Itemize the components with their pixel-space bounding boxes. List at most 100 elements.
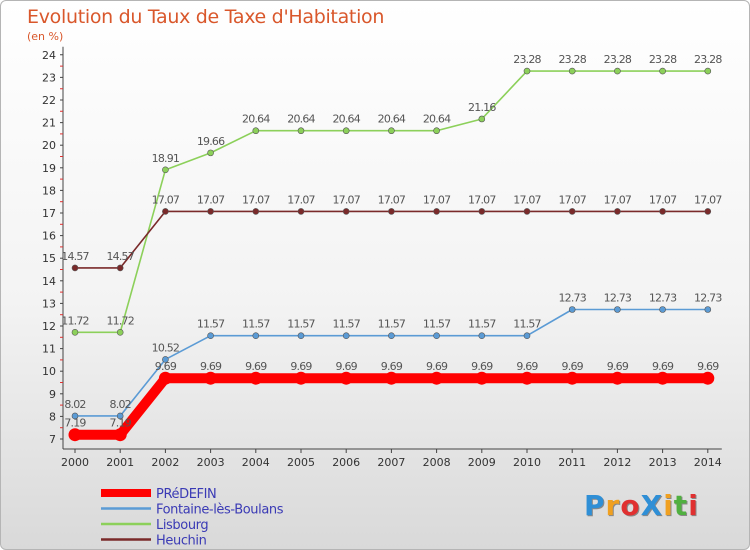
x-tick-label: 2002	[151, 456, 179, 469]
data-point	[433, 332, 440, 340]
data-label: 9.69	[652, 360, 674, 373]
data-label: 11.57	[242, 318, 270, 331]
data-label: 9.69	[607, 360, 629, 373]
data-label: 11.57	[423, 318, 451, 331]
data-point	[297, 127, 305, 135]
data-label: 23.28	[649, 53, 677, 66]
data-point	[704, 208, 712, 215]
data-point	[71, 264, 79, 272]
data-point	[252, 127, 260, 135]
data-point	[162, 208, 169, 215]
data-label: 9.69	[336, 360, 358, 373]
data-label: 20.64	[242, 113, 270, 126]
data-label: 23.28	[694, 53, 722, 66]
data-point	[252, 332, 260, 340]
data-point	[568, 208, 576, 215]
data-label: 17.07	[468, 193, 496, 206]
data-point	[656, 371, 670, 385]
data-point	[71, 329, 79, 336]
y-tick-label: 15	[42, 252, 56, 265]
data-label: 17.07	[513, 193, 541, 206]
data-point	[523, 332, 531, 340]
y-tick-label: 13	[42, 297, 56, 310]
legend-entry: Heuchin	[156, 534, 207, 549]
y-tick-label: 21	[42, 117, 56, 130]
data-point	[207, 208, 214, 215]
data-label: 17.07	[423, 193, 451, 206]
data-point	[116, 329, 124, 336]
x-tick-label: 2008	[423, 456, 451, 469]
data-label: 11.57	[468, 318, 496, 331]
data-point	[523, 208, 531, 215]
data-point	[162, 166, 169, 174]
x-tick-label: 2014	[694, 456, 722, 469]
data-label: 17.07	[287, 193, 315, 206]
data-point	[342, 332, 350, 340]
data-label: 11.72	[61, 314, 89, 327]
x-tick-label: 2007	[377, 456, 405, 469]
data-label: 9.69	[516, 360, 538, 373]
data-point	[701, 371, 715, 385]
x-tick-label: 2006	[332, 456, 360, 469]
data-label: 17.07	[197, 193, 225, 206]
data-label: 9.69	[290, 360, 312, 373]
y-tick-label: 12	[42, 320, 56, 333]
data-point	[430, 371, 444, 385]
proxiti-logo: ProXiti	[584, 489, 699, 522]
data-point	[614, 306, 621, 313]
data-point	[520, 371, 534, 385]
logo-letter: P	[584, 489, 606, 522]
data-point	[478, 208, 486, 215]
y-tick-label: 24	[42, 49, 56, 62]
data-label: 23.28	[558, 53, 586, 66]
data-label: 12.73	[649, 292, 677, 305]
data-label: 9.69	[381, 360, 403, 373]
y-tick-label: 18	[42, 184, 56, 197]
series-line	[74, 210, 709, 269]
data-label: 11.57	[513, 318, 541, 331]
x-tick-label: 2003	[197, 456, 225, 469]
x-tick-label: 2009	[468, 456, 496, 469]
data-point	[565, 371, 579, 385]
data-point	[704, 306, 712, 313]
data-label: 8.02	[64, 398, 85, 411]
data-label: 17.07	[558, 193, 586, 206]
data-point	[113, 428, 127, 442]
y-tick-label: 22	[42, 94, 56, 107]
data-point	[568, 67, 576, 75]
data-point	[249, 371, 263, 385]
y-tick-label: 11	[42, 343, 56, 356]
data-point	[342, 127, 350, 135]
data-point	[116, 412, 124, 420]
data-label: 11.57	[197, 318, 225, 331]
data-label: 23.28	[513, 53, 541, 66]
data-label: 11.57	[332, 318, 360, 331]
data-label: 9.69	[471, 360, 493, 373]
y-tick-label: 19	[42, 162, 56, 175]
data-label: 7.19	[64, 417, 86, 430]
data-point	[339, 371, 353, 385]
x-tick-label: 2000	[61, 456, 89, 469]
data-label: 11.57	[287, 318, 315, 331]
data-point	[252, 208, 260, 215]
y-tick-label: 8	[49, 410, 56, 423]
y-tick-label: 23	[42, 71, 56, 84]
y-tick-label: 9	[49, 388, 56, 401]
logo-letter: i	[663, 489, 674, 522]
data-label: 18.91	[152, 152, 180, 165]
y-tick-label: 14	[42, 275, 56, 288]
legend-entry: PRéDEFIN	[156, 487, 216, 502]
data-label: 17.07	[332, 193, 360, 206]
y-tick-label: 10	[42, 365, 56, 378]
data-label: 9.69	[562, 360, 584, 373]
x-tick-label: 2013	[649, 456, 677, 469]
data-label: 9.69	[245, 360, 267, 373]
data-point	[207, 149, 214, 157]
data-label: 12.73	[558, 292, 586, 305]
data-point	[162, 356, 169, 363]
data-label: 10.52	[152, 341, 180, 354]
data-point	[388, 208, 395, 215]
data-label: 23.28	[604, 53, 632, 66]
data-point	[294, 371, 308, 385]
data-point	[433, 127, 440, 135]
